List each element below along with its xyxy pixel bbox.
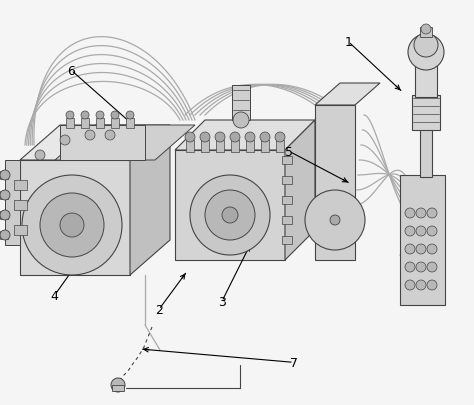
- Bar: [420, 128, 432, 177]
- Circle shape: [35, 151, 45, 161]
- Text: 2: 2: [155, 303, 163, 316]
- Bar: [282, 177, 292, 185]
- Circle shape: [190, 175, 270, 256]
- Circle shape: [416, 209, 426, 218]
- Circle shape: [427, 280, 437, 290]
- Text: 7: 7: [290, 356, 298, 369]
- Polygon shape: [415, 66, 437, 98]
- Polygon shape: [412, 96, 440, 131]
- Polygon shape: [14, 200, 27, 211]
- Text: 3: 3: [218, 295, 226, 308]
- Circle shape: [427, 209, 437, 218]
- Bar: [201, 141, 209, 153]
- Bar: [282, 157, 292, 164]
- Circle shape: [105, 131, 115, 141]
- Bar: [0, 231, 8, 239]
- Circle shape: [0, 211, 10, 220]
- Circle shape: [126, 112, 134, 120]
- Polygon shape: [315, 84, 380, 106]
- Circle shape: [405, 209, 415, 218]
- Circle shape: [0, 171, 10, 181]
- Circle shape: [230, 133, 240, 143]
- Circle shape: [275, 133, 285, 143]
- Bar: [66, 119, 74, 129]
- Bar: [186, 141, 194, 153]
- Circle shape: [60, 136, 70, 146]
- Circle shape: [0, 230, 10, 241]
- Text: 1: 1: [345, 36, 352, 49]
- Circle shape: [111, 378, 125, 392]
- Circle shape: [85, 131, 95, 141]
- Circle shape: [427, 226, 437, 237]
- Circle shape: [0, 190, 10, 200]
- Bar: [126, 119, 134, 129]
- Bar: [232, 86, 250, 121]
- Circle shape: [245, 133, 255, 143]
- Circle shape: [416, 244, 426, 254]
- Bar: [0, 172, 8, 179]
- Circle shape: [405, 262, 415, 272]
- Circle shape: [40, 194, 104, 257]
- Circle shape: [260, 133, 270, 143]
- Circle shape: [22, 175, 122, 275]
- Circle shape: [421, 25, 431, 35]
- Circle shape: [405, 280, 415, 290]
- Polygon shape: [420, 28, 432, 38]
- Polygon shape: [175, 121, 315, 151]
- Bar: [81, 119, 89, 129]
- Bar: [216, 141, 224, 153]
- Bar: [0, 211, 8, 220]
- Circle shape: [222, 207, 238, 224]
- Polygon shape: [315, 106, 355, 260]
- Bar: [231, 141, 239, 153]
- Circle shape: [233, 113, 249, 129]
- Bar: [0, 192, 8, 200]
- Text: 6: 6: [67, 64, 75, 77]
- Circle shape: [81, 112, 89, 120]
- Circle shape: [427, 262, 437, 272]
- Circle shape: [205, 190, 255, 241]
- Polygon shape: [20, 161, 130, 275]
- Bar: [112, 385, 124, 391]
- Circle shape: [416, 262, 426, 272]
- Circle shape: [305, 190, 365, 250]
- Polygon shape: [5, 161, 20, 245]
- Circle shape: [66, 112, 74, 120]
- Polygon shape: [14, 226, 27, 235]
- Bar: [282, 237, 292, 244]
- Circle shape: [405, 226, 415, 237]
- Polygon shape: [55, 126, 195, 161]
- Polygon shape: [14, 181, 27, 190]
- Polygon shape: [285, 121, 315, 260]
- Circle shape: [416, 280, 426, 290]
- Circle shape: [185, 133, 195, 143]
- Polygon shape: [20, 126, 170, 161]
- Bar: [276, 141, 284, 153]
- Circle shape: [416, 226, 426, 237]
- Bar: [96, 119, 104, 129]
- Bar: [246, 141, 254, 153]
- Circle shape: [215, 133, 225, 143]
- Polygon shape: [130, 126, 170, 275]
- Polygon shape: [175, 151, 285, 260]
- Bar: [261, 141, 269, 153]
- Bar: [60, 126, 145, 161]
- Bar: [282, 216, 292, 224]
- Circle shape: [405, 244, 415, 254]
- Circle shape: [330, 215, 340, 226]
- Text: 4: 4: [51, 289, 58, 302]
- Circle shape: [200, 133, 210, 143]
- Circle shape: [60, 213, 84, 237]
- Circle shape: [427, 244, 437, 254]
- Text: 5: 5: [285, 145, 293, 158]
- Bar: [111, 119, 119, 129]
- Circle shape: [111, 112, 119, 120]
- Bar: [282, 196, 292, 205]
- Circle shape: [414, 34, 438, 58]
- Circle shape: [96, 112, 104, 120]
- Polygon shape: [400, 175, 445, 305]
- Circle shape: [408, 35, 444, 71]
